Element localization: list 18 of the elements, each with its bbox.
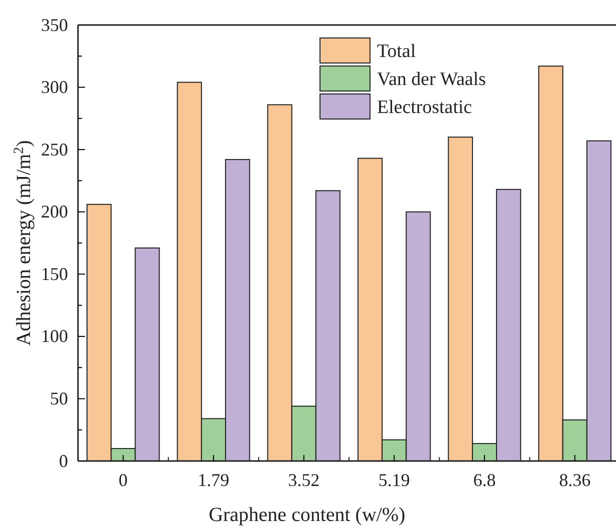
x-tick-label: 8.36 [559,470,591,490]
y-tick-label: 300 [41,77,68,98]
y-tick-label: 100 [41,326,68,346]
legend-label: Total [377,41,416,62]
x-axis-title: Graphene content (w/%) [208,504,406,526]
x-tick-label: 5.19 [378,470,410,490]
y-tick-label: 50 [50,388,68,408]
y-tick-label: 350 [41,14,68,35]
x-tick-label: 0 [118,470,128,490]
legend-label: Electrostatic [377,97,472,118]
x-tick-label: 6.8 [473,470,496,490]
y-tick-label: 200 [41,202,68,222]
x-tick-label: 1.79 [198,470,230,490]
legend-label: Van der Waals [377,69,486,90]
y-tick-label: 250 [41,139,68,160]
y-tick-label: 0 [59,450,68,471]
x-tick-label: 3.52 [288,470,320,490]
y-tick-label: 150 [41,264,68,284]
